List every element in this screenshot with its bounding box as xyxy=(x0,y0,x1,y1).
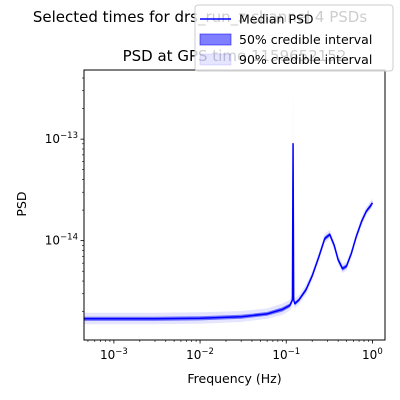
legend-ci90-swatch xyxy=(200,54,231,65)
legend-ci90-label: 90% credible interval xyxy=(239,52,372,67)
legend-ci50-label: 50% credible interval xyxy=(239,32,372,47)
y-tick-label: 10−13 xyxy=(45,131,78,146)
y-tick-label: 10−14 xyxy=(45,233,78,248)
legend-median-label: Median PSD xyxy=(239,12,314,27)
x-tick-label: 10−2 xyxy=(186,347,214,362)
legend: Median PSD 50% credible interval 90% cre… xyxy=(195,5,393,71)
plot-series-group xyxy=(84,85,372,324)
x-tick-label: 100 xyxy=(362,347,383,362)
x-tick-label: 10−1 xyxy=(272,347,300,362)
plot-area: 10−3 10−2 10−1 100 10−13 10−14 xyxy=(45,70,385,362)
legend-ci50-swatch xyxy=(200,34,231,45)
x-axis-label: Frequency (Hz) xyxy=(187,371,281,386)
x-tick-label: 10−3 xyxy=(100,347,128,362)
ci90-band xyxy=(84,85,372,324)
y-axis-label: PSD xyxy=(14,191,29,216)
axes-frame xyxy=(84,70,385,340)
